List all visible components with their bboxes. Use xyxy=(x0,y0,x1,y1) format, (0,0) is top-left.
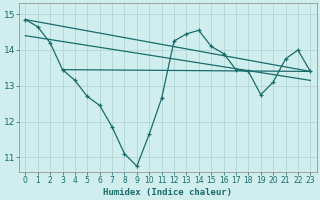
X-axis label: Humidex (Indice chaleur): Humidex (Indice chaleur) xyxy=(103,188,232,197)
